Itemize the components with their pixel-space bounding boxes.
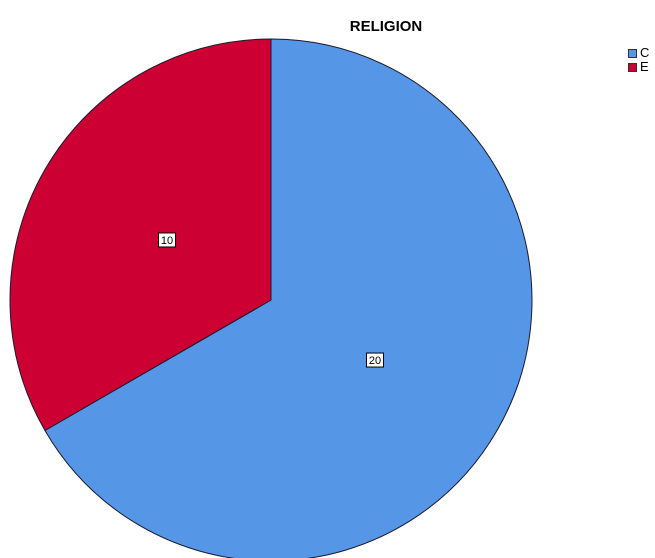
legend-label-c: C: [640, 45, 650, 60]
legend-item: C: [628, 46, 649, 60]
chart-title: RELIGION: [349, 18, 423, 35]
pie-slice-e: [9, 38, 272, 432]
data-label-e: 10: [158, 232, 177, 248]
legend-item: E: [628, 60, 649, 74]
pie-slice-c: [44, 38, 533, 558]
legend-swatch-e: [628, 62, 637, 72]
legend-label-e: E: [640, 59, 649, 74]
legend-swatch-c: [628, 48, 637, 58]
svg-text:20: 20: [369, 355, 381, 367]
legend: C E: [628, 46, 649, 74]
svg-text:10: 10: [161, 235, 173, 247]
data-label-c: 20: [365, 352, 384, 368]
